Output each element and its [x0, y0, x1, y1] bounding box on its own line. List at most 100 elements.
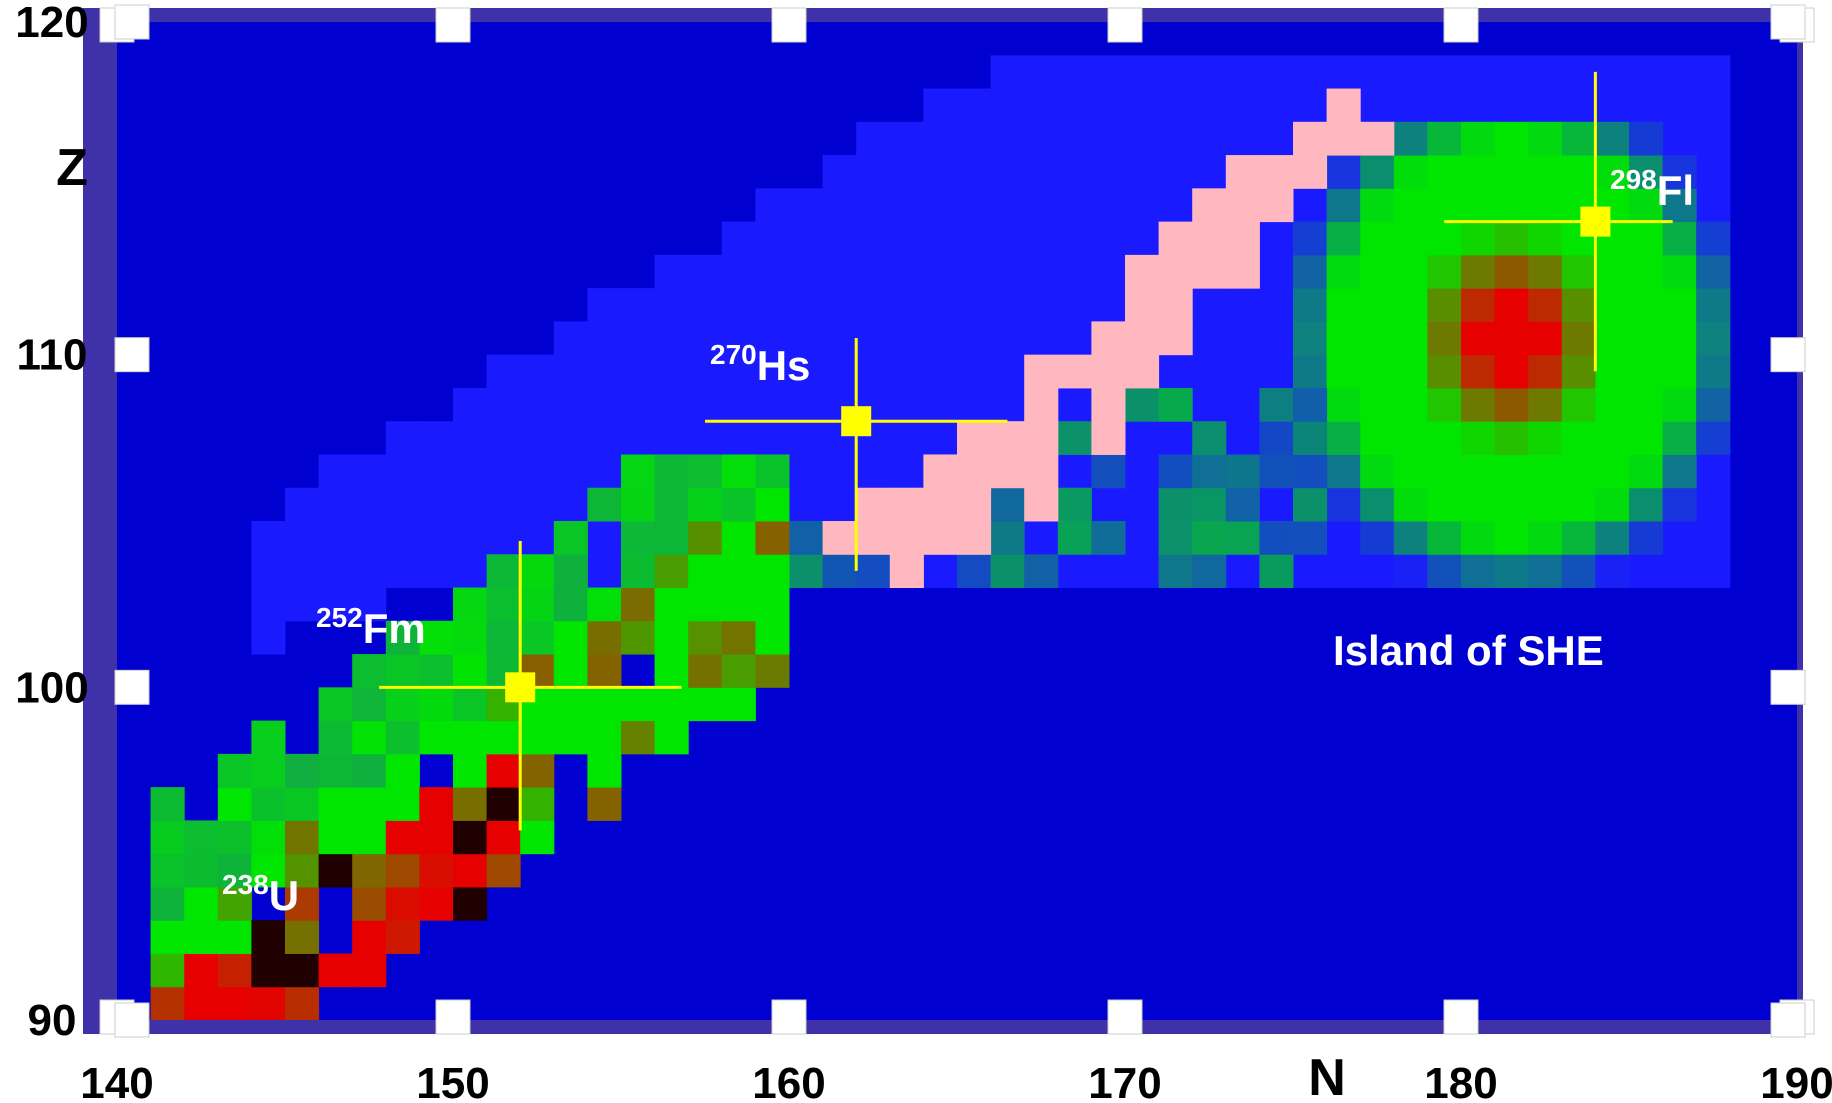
island-cell	[1629, 288, 1664, 322]
chain-cell	[1158, 288, 1193, 322]
nuclide-cell	[150, 986, 185, 1021]
halo-cell	[957, 321, 992, 356]
annotation-symbol: Hs	[757, 342, 811, 389]
halo-cell	[1696, 454, 1731, 489]
island-cell	[1561, 521, 1596, 555]
chain-cell	[957, 421, 992, 455]
halo-cell	[318, 554, 353, 589]
island-cell	[1629, 254, 1664, 289]
island-cell	[1662, 354, 1697, 389]
halo-cell	[822, 155, 857, 189]
island-cell	[1528, 288, 1563, 322]
halo-cell	[1125, 521, 1160, 555]
halo-cell	[990, 121, 1025, 156]
halo-cell	[1057, 387, 1092, 422]
halo-cell	[1057, 221, 1092, 256]
nuclide-cell	[688, 654, 723, 688]
island-cell	[1360, 288, 1395, 322]
nuclide-cell	[486, 587, 521, 622]
halo-cell	[923, 554, 958, 589]
marker-point	[841, 406, 872, 437]
halo-cell	[1259, 487, 1294, 522]
island-cell	[1393, 354, 1428, 389]
island-cell	[1360, 221, 1395, 256]
island-cell	[1662, 221, 1697, 256]
island-cell	[1360, 254, 1395, 289]
nuclide-cell	[217, 820, 252, 855]
nuclide-cell	[587, 620, 622, 655]
island-cell	[1494, 554, 1529, 589]
halo-cell	[1696, 554, 1731, 589]
island-cell	[1561, 487, 1596, 522]
island-cell	[1662, 188, 1697, 223]
nuclide-cell	[285, 953, 320, 988]
halo-cell	[688, 354, 723, 389]
annotation-superscript: 238	[222, 869, 269, 900]
nuclide-cell	[721, 620, 756, 655]
nuclide-cell	[621, 720, 656, 755]
halo-cell	[520, 354, 555, 389]
island-cell	[1528, 554, 1563, 589]
halo-cell	[1662, 521, 1697, 555]
halo-cell	[721, 421, 756, 455]
halo-cell	[1225, 121, 1260, 156]
y-tick-label: 90	[28, 996, 77, 1045]
nuclide-cell	[385, 853, 420, 888]
halo-cell	[1696, 121, 1731, 156]
halo-cell	[1494, 55, 1529, 90]
halo-cell	[1158, 155, 1193, 189]
island-cell	[1662, 288, 1697, 322]
halo-cell	[453, 421, 488, 455]
island-cell	[1629, 155, 1664, 189]
chain-cell	[889, 487, 924, 522]
halo-cell	[1662, 554, 1697, 589]
halo-cell	[688, 254, 723, 289]
nuclide-cell	[251, 920, 286, 954]
halo-cell	[1393, 88, 1428, 123]
nuclide-cell	[654, 620, 689, 655]
island-cell	[1293, 288, 1328, 322]
chain-cell	[990, 454, 1025, 489]
island-cell	[1461, 521, 1496, 555]
y-tick-mark-left	[114, 4, 150, 40]
halo-cell	[1259, 88, 1294, 123]
nuclide-cell	[654, 521, 689, 555]
halo-cell	[1091, 121, 1126, 156]
nuclide-cell	[419, 620, 454, 655]
island-cell	[1528, 155, 1563, 189]
island-cell	[1393, 155, 1428, 189]
nuclide-cell	[453, 787, 488, 821]
nuclide-cell	[285, 886, 320, 921]
island-cell	[1326, 421, 1361, 455]
halo-cell	[385, 521, 420, 555]
chain-cell	[856, 521, 891, 555]
halo-cell	[1225, 554, 1260, 589]
nuclide-cell	[419, 820, 454, 855]
halo-cell	[1326, 521, 1361, 555]
halo-cell	[1158, 55, 1193, 90]
halo-cell	[1024, 121, 1059, 156]
nuclide-cell	[352, 953, 387, 988]
nuclide-cell	[318, 720, 353, 755]
halo-cell	[1125, 421, 1160, 455]
halo-cell	[453, 521, 488, 555]
island-cell	[1662, 421, 1697, 455]
halo-cell	[1192, 155, 1227, 189]
island-cell	[1494, 221, 1529, 256]
nuclide-cell	[453, 886, 488, 921]
nuclide-cell	[352, 753, 387, 788]
chain-cell	[1125, 354, 1160, 389]
halo-cell	[352, 521, 387, 555]
nuclide-cell	[654, 554, 689, 589]
halo-cell	[587, 387, 622, 422]
halo-cell	[553, 321, 588, 356]
nuclide-cell	[587, 587, 622, 622]
halo-cell	[453, 554, 488, 589]
halo-cell	[486, 454, 521, 489]
halo-cell	[1561, 88, 1596, 123]
nuclide-cell	[385, 787, 420, 821]
halo-cell	[957, 221, 992, 256]
halo-green-cell	[822, 554, 857, 589]
island-cell	[1360, 487, 1395, 522]
